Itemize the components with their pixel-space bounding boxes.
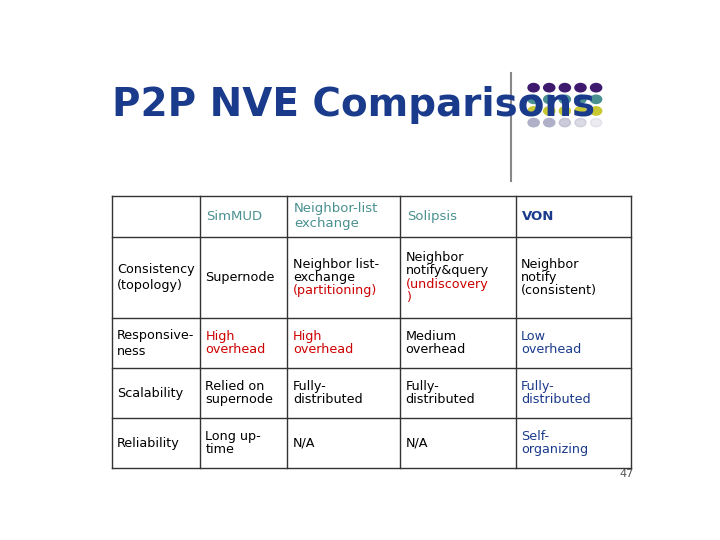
Circle shape	[590, 84, 602, 92]
Circle shape	[575, 107, 586, 115]
Text: notify: notify	[521, 271, 557, 284]
Text: 47: 47	[620, 469, 634, 478]
Circle shape	[559, 118, 570, 127]
Circle shape	[528, 107, 539, 115]
Text: time: time	[205, 443, 234, 456]
Text: Reliability: Reliability	[117, 437, 179, 450]
Circle shape	[575, 95, 586, 104]
Circle shape	[544, 84, 555, 92]
Circle shape	[590, 95, 602, 104]
Text: High: High	[205, 330, 235, 343]
Text: Fully-: Fully-	[521, 380, 555, 393]
Text: distributed: distributed	[293, 393, 362, 407]
Text: Neighbor list-: Neighbor list-	[293, 258, 379, 271]
Text: Neighbor-list
exchange: Neighbor-list exchange	[294, 202, 378, 231]
Text: SimMUD: SimMUD	[207, 210, 263, 222]
Text: overhead: overhead	[293, 343, 353, 356]
Text: Neighbor: Neighbor	[405, 251, 464, 264]
Text: exchange: exchange	[293, 271, 355, 284]
Text: Scalability: Scalability	[117, 387, 183, 400]
Circle shape	[544, 118, 555, 127]
Circle shape	[575, 84, 586, 92]
Circle shape	[528, 118, 539, 127]
Circle shape	[590, 118, 602, 127]
Text: Supernode: Supernode	[205, 271, 275, 284]
Text: (partitioning): (partitioning)	[293, 284, 377, 297]
Circle shape	[559, 95, 570, 104]
Circle shape	[544, 95, 555, 104]
Text: overhead: overhead	[521, 343, 582, 356]
Text: (consistent): (consistent)	[521, 284, 597, 297]
Circle shape	[528, 95, 539, 104]
Text: N/A: N/A	[293, 437, 315, 450]
Text: overhead: overhead	[405, 343, 466, 356]
Text: supernode: supernode	[205, 393, 273, 407]
Text: Medium: Medium	[405, 330, 456, 343]
Circle shape	[559, 107, 570, 115]
Text: Self-: Self-	[521, 430, 549, 443]
Text: Relied on: Relied on	[205, 380, 265, 393]
Circle shape	[559, 84, 570, 92]
Text: Long up-: Long up-	[205, 430, 261, 443]
Circle shape	[575, 118, 586, 127]
Text: High: High	[293, 330, 323, 343]
Text: Responsive-
ness: Responsive- ness	[117, 329, 194, 358]
Circle shape	[528, 84, 539, 92]
Text: Fully-: Fully-	[293, 380, 326, 393]
Text: (undiscovery: (undiscovery	[405, 278, 488, 291]
Text: distributed: distributed	[405, 393, 475, 407]
Text: P2P NVE Comparisons: P2P NVE Comparisons	[112, 85, 595, 124]
Text: organizing: organizing	[521, 443, 588, 456]
Text: overhead: overhead	[205, 343, 266, 356]
Text: Low: Low	[521, 330, 546, 343]
Text: Solipsis: Solipsis	[407, 210, 456, 222]
Circle shape	[590, 107, 602, 115]
Text: notify&query: notify&query	[405, 265, 489, 278]
Text: Consistency
(topology): Consistency (topology)	[117, 263, 194, 292]
Text: Fully-: Fully-	[405, 380, 439, 393]
Circle shape	[544, 107, 555, 115]
Text: ): )	[405, 291, 410, 304]
Text: Neighbor: Neighbor	[521, 258, 580, 271]
Text: N/A: N/A	[405, 437, 428, 450]
Text: VON: VON	[522, 210, 554, 222]
Text: distributed: distributed	[521, 393, 591, 407]
